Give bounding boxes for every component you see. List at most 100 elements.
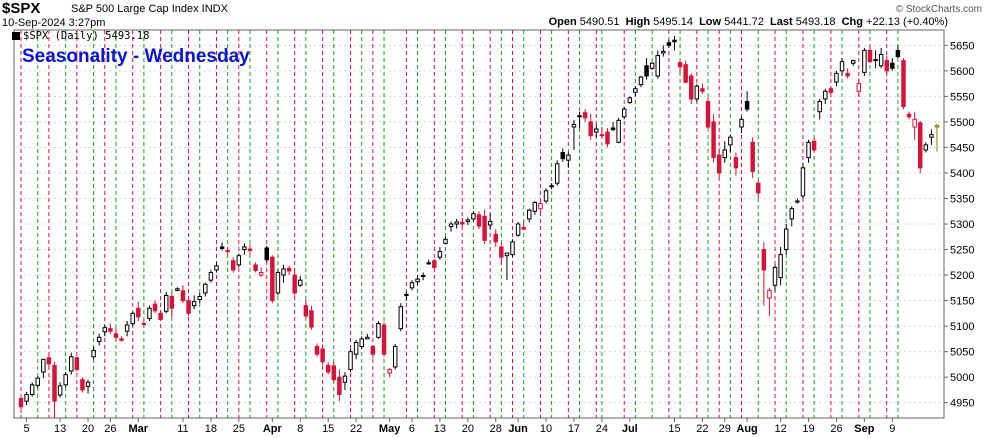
candle-body [487, 220, 493, 226]
candle-body [163, 294, 169, 312]
x-tick-label: 20 [462, 423, 474, 435]
candle-body [141, 323, 147, 326]
candle-body [756, 182, 761, 194]
x-tick-label: 19 [802, 423, 814, 435]
candle-body [571, 123, 577, 128]
candle-body [298, 279, 303, 286]
candle-body [124, 324, 130, 332]
candle-body [102, 327, 108, 333]
candle-body [783, 228, 789, 251]
candle-body [175, 288, 180, 291]
y-tick-label: 5500 [950, 117, 974, 129]
x-tick-label: 15 [668, 423, 680, 435]
candle-body [253, 264, 258, 271]
x-tick-label: 29 [719, 423, 731, 435]
x-tick-label: 24 [596, 423, 608, 435]
x-tick-label: 26 [830, 423, 842, 435]
candle-body [828, 88, 834, 93]
candle-body [270, 256, 275, 302]
candle-body [258, 272, 264, 276]
y-tick-label: 5150 [950, 296, 974, 308]
candle-body [543, 190, 549, 202]
candle-body [119, 338, 124, 341]
candle-body [63, 374, 68, 386]
y-tick-label: 5000 [950, 372, 974, 384]
candle-body [677, 62, 683, 68]
candle-body [912, 118, 917, 128]
x-tick-label: 8 [297, 423, 303, 435]
x-tick-label: 15 [322, 423, 334, 435]
candle-body [136, 307, 141, 318]
candle-body [130, 312, 135, 325]
candle-body [191, 301, 197, 307]
candle-body [264, 247, 269, 261]
high-value: 5495.14 [653, 16, 693, 28]
candle-body [331, 365, 337, 381]
candle-body [705, 100, 711, 128]
candle-body [398, 306, 404, 330]
candle-body [219, 246, 225, 250]
x-tick-label: 10 [540, 423, 552, 435]
candle-body [744, 100, 750, 110]
candle-body [700, 88, 705, 92]
candle-body [342, 375, 348, 383]
x-tick-label: 25 [233, 423, 245, 435]
x-tick-label: Aug [736, 423, 757, 435]
candle-body [605, 131, 610, 145]
candle-body [197, 295, 202, 301]
candle-body [35, 377, 40, 386]
x-tick-label: 28 [490, 423, 502, 435]
chg-label: Chg [841, 16, 863, 28]
candle-body [314, 346, 320, 355]
candle-body [890, 62, 895, 69]
candle-body [521, 227, 526, 230]
candle-body [666, 42, 672, 46]
candle-body [722, 149, 727, 159]
open-label: Open [548, 16, 577, 28]
candle-body [80, 379, 85, 391]
x-tick-label: 12 [774, 423, 786, 435]
x-tick-label: 9 [889, 423, 895, 435]
candle-body [683, 64, 688, 83]
candle-body [554, 163, 560, 184]
candle-body [325, 364, 331, 373]
candle-body [884, 60, 889, 72]
candle-body [711, 121, 716, 159]
x-tick-label: 13 [434, 423, 446, 435]
candle-body [432, 260, 437, 268]
candle-body [728, 136, 733, 146]
candle-body [448, 223, 454, 228]
chart-legend: $SPX (Daily) 5493.18 [12, 30, 149, 42]
candle-body [560, 152, 566, 160]
x-tick-label: 13 [54, 423, 66, 435]
candle-body [823, 90, 828, 100]
candle-body [901, 60, 906, 108]
candle-body [208, 272, 214, 281]
y-tick-label: 5400 [950, 168, 974, 180]
candle-body [392, 346, 398, 368]
candle-body [733, 157, 739, 169]
legend-swatch [12, 32, 20, 40]
y-tick-label: 5650 [950, 40, 974, 52]
candle-body [918, 122, 923, 169]
candle-body [286, 267, 292, 272]
candle-body [465, 219, 471, 222]
candle-body [515, 223, 521, 236]
candle-body [57, 385, 63, 396]
x-tick-label: Apr [263, 423, 283, 435]
candle-body [811, 140, 817, 151]
candle-body [387, 369, 392, 374]
y-tick-label: 5250 [950, 245, 974, 257]
candle-body [493, 233, 498, 243]
candle-body [437, 251, 443, 258]
low-label: Low [699, 16, 722, 28]
candle-body [867, 49, 873, 63]
candle-body [108, 328, 113, 332]
candle-body [186, 300, 191, 314]
candle-body [18, 398, 24, 408]
candle-body [460, 221, 465, 225]
chg-value: +22.13 (+0.40%) [866, 16, 948, 28]
candle-body [353, 341, 359, 355]
candle-body [661, 50, 666, 54]
candle-body [74, 357, 80, 371]
